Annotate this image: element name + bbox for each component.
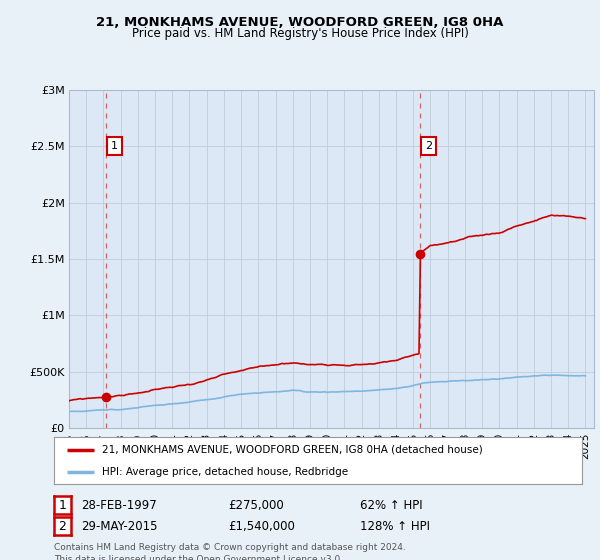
Text: £275,000: £275,000 (228, 498, 284, 512)
Text: Price paid vs. HM Land Registry's House Price Index (HPI): Price paid vs. HM Land Registry's House … (131, 27, 469, 40)
Text: 21, MONKHAMS AVENUE, WOODFORD GREEN, IG8 0HA: 21, MONKHAMS AVENUE, WOODFORD GREEN, IG8… (97, 16, 503, 29)
Text: £1,540,000: £1,540,000 (228, 520, 295, 533)
Text: 128% ↑ HPI: 128% ↑ HPI (360, 520, 430, 533)
Text: 1: 1 (58, 498, 67, 512)
Text: 29-MAY-2015: 29-MAY-2015 (81, 520, 157, 533)
Text: Contains HM Land Registry data © Crown copyright and database right 2024.
This d: Contains HM Land Registry data © Crown c… (54, 543, 406, 560)
Text: 1: 1 (111, 141, 118, 151)
Text: HPI: Average price, detached house, Redbridge: HPI: Average price, detached house, Redb… (101, 466, 347, 477)
Text: 2: 2 (425, 141, 433, 151)
Text: 21, MONKHAMS AVENUE, WOODFORD GREEN, IG8 0HA (detached house): 21, MONKHAMS AVENUE, WOODFORD GREEN, IG8… (101, 445, 482, 455)
Text: 28-FEB-1997: 28-FEB-1997 (81, 498, 157, 512)
Text: 2: 2 (58, 520, 67, 533)
Text: 62% ↑ HPI: 62% ↑ HPI (360, 498, 422, 512)
